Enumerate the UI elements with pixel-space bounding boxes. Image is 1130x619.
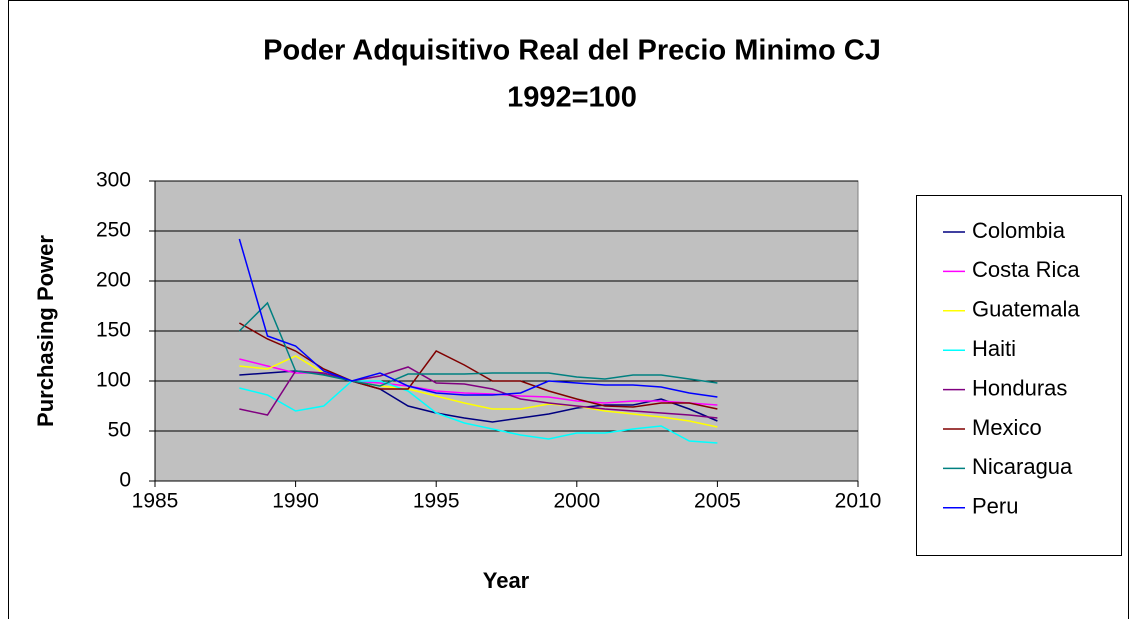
legend-label: Costa Rica <box>972 257 1080 282</box>
series-line <box>239 366 718 419</box>
x-axis-title: Year <box>483 568 530 593</box>
y-tick-label: 150 <box>96 319 131 342</box>
y-tick-label: 300 <box>96 169 131 192</box>
chart-title: Poder Adquisitivo Real del Precio Minimo… <box>263 35 881 67</box>
y-axis-title: Purchasing Power <box>33 235 58 427</box>
series-line <box>239 355 718 428</box>
x-tick-label: 2010 <box>835 490 882 513</box>
y-tick-label: 100 <box>96 369 131 392</box>
y-tick-label: 250 <box>96 219 131 242</box>
y-tick-label: 0 <box>119 469 131 492</box>
x-tick-label: 1990 <box>272 490 319 513</box>
y-tick-label: 50 <box>108 419 131 442</box>
x-tick-label: 2000 <box>553 490 600 513</box>
legend <box>916 195 1122 556</box>
y-tick-label: 200 <box>96 269 131 292</box>
x-tick-label: 1985 <box>132 490 179 513</box>
x-tick-label: 2005 <box>694 490 741 513</box>
legend-label: Honduras <box>972 375 1067 400</box>
legend-label: Guatemala <box>972 297 1080 322</box>
legend-label: Peru <box>972 494 1018 519</box>
legend-label: Nicaragua <box>972 454 1073 479</box>
legend-label: Mexico <box>972 415 1042 440</box>
chart-title: 1992=100 <box>507 82 637 114</box>
legend-label: Colombia <box>972 218 1066 243</box>
legend-label: Haiti <box>972 336 1016 361</box>
series-line <box>238 238 718 398</box>
x-tick-label: 1995 <box>413 490 460 513</box>
series-line <box>239 380 718 444</box>
series-line <box>238 301 718 387</box>
